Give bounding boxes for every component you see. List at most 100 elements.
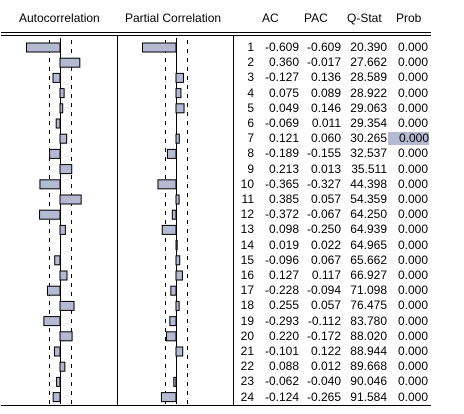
pac-cell[interactable]: -0.609 [306,40,341,54]
lag-cell[interactable]: 4 [247,85,254,100]
prob-cell[interactable]: 0.000 [397,389,428,404]
qstat-cell[interactable]: 66.927 [350,268,387,282]
prob-cell[interactable]: 0.000 [397,207,428,222]
qstat-cell[interactable]: 64.939 [350,222,387,237]
ac-cell[interactable]: 0.213 [268,161,299,176]
prob-cell[interactable]: 0.000 [397,176,428,191]
ac-cell[interactable]: 0.088 [268,359,299,374]
qstat-cell[interactable]: 35.511 [351,161,387,176]
lag-cell[interactable]: 11 [241,192,254,206]
lag-cell[interactable]: 24 [240,389,254,404]
ac-cell[interactable]: -0.189 [264,146,299,161]
ac-cell[interactable]: 0.360 [268,55,299,70]
lag-cell[interactable]: 20 [240,328,254,343]
ac-cell[interactable]: 0.049 [268,100,299,115]
pac-cell[interactable]: 0.089 [310,85,341,100]
lag-cell[interactable]: 9 [247,161,254,176]
ac-cell[interactable]: -0.096 [264,252,299,267]
ac-cell[interactable]: -0.372 [264,207,299,222]
prob-cell[interactable]: 0.000 [397,55,428,70]
prob-cell[interactable]: 0.000 [397,252,428,267]
ac-cell[interactable]: -0.609 [264,40,299,54]
lag-cell[interactable]: 6 [247,116,254,130]
pac-cell[interactable]: -0.250 [306,222,341,237]
pac-cell[interactable]: 0.122 [310,344,341,358]
lag-cell[interactable]: 5 [247,100,254,115]
prob-cell[interactable]: 0.000 [397,237,428,252]
pac-cell[interactable]: 0.011 [311,116,341,130]
lag-cell[interactable]: 1 [247,40,254,54]
ac-cell[interactable]: -0.127 [264,70,299,85]
qstat-cell[interactable]: 91.584 [350,389,387,404]
prob-cell[interactable]: 0.000 [397,146,428,161]
prob-cell[interactable]: 0.000 [397,222,428,237]
prob-cell[interactable]: 0.000 [397,359,428,374]
ac-cell[interactable]: -0.365 [264,176,299,191]
ac-cell[interactable]: -0.293 [264,313,299,328]
qstat-cell[interactable]: 27.662 [350,55,387,70]
lag-cell[interactable]: 16 [240,268,254,282]
pac-cell[interactable]: 0.060 [310,131,341,146]
lag-cell[interactable]: 13 [240,222,254,237]
pac-cell[interactable]: 0.022 [310,237,341,252]
qstat-cell[interactable]: 88.020 [350,328,387,343]
pac-cell[interactable]: 0.012 [310,359,341,374]
ac-cell[interactable]: 0.385 [268,192,299,206]
prob-cell[interactable]: 0.000 [397,161,428,176]
pac-cell[interactable]: 0.117 [311,268,341,282]
lag-cell[interactable]: 19 [240,313,254,328]
pac-cell[interactable]: 0.057 [310,192,341,206]
lag-cell[interactable]: 10 [240,176,254,191]
qstat-cell[interactable]: 28.922 [350,85,387,100]
qstat-cell[interactable]: 65.662 [350,252,387,267]
lag-cell[interactable]: 18 [240,298,254,313]
ac-cell[interactable]: 0.098 [268,222,299,237]
qstat-cell[interactable]: 90.046 [350,374,387,389]
ac-cell[interactable]: -0.069 [264,116,299,130]
qstat-cell[interactable]: 64.250 [350,207,387,222]
lag-cell[interactable]: 21 [240,344,254,358]
prob-cell[interactable]: 0.000 [397,268,428,282]
prob-cell[interactable]: 0.000 [397,116,428,130]
pac-cell[interactable]: -0.172 [306,328,341,343]
ac-cell[interactable]: -0.228 [264,283,299,298]
lag-cell[interactable]: 23 [240,374,254,389]
pac-cell[interactable]: 0.067 [310,252,341,267]
ac-cell[interactable]: 0.019 [268,237,299,252]
pac-cell[interactable]: -0.017 [306,55,341,70]
prob-cell[interactable]: 0.000 [397,344,428,358]
prob-cell[interactable]: 0.000 [397,70,428,85]
prob-cell[interactable]: 0.000 [397,100,428,115]
pac-cell[interactable]: -0.265 [306,389,341,404]
qstat-cell[interactable]: 29.354 [350,116,387,130]
pac-cell[interactable]: 0.146 [310,100,341,115]
qstat-cell[interactable]: 89.668 [350,359,387,374]
lag-cell[interactable]: 15 [240,252,254,267]
qstat-cell[interactable]: 32.537 [350,146,387,161]
pac-cell[interactable]: -0.327 [306,176,341,191]
pac-cell[interactable]: -0.155 [306,146,341,161]
qstat-cell[interactable]: 88.944 [350,344,387,358]
lag-cell[interactable]: 22 [240,359,254,374]
pac-cell[interactable]: 0.057 [310,298,341,313]
prob-cell[interactable]: 0.000 [397,40,428,54]
qstat-cell[interactable]: 29.063 [350,100,387,115]
ac-cell[interactable]: 0.121 [268,131,299,146]
ac-cell[interactable]: 0.127 [268,268,299,282]
ac-cell[interactable]: -0.101 [264,344,299,358]
lag-cell[interactable]: 17 [240,283,254,298]
prob-cell[interactable]: 0.000 [397,192,428,206]
pac-cell[interactable]: 0.013 [310,161,341,176]
qstat-cell[interactable]: 64.965 [350,237,387,252]
prob-cell[interactable]: 0.000 [397,328,428,343]
qstat-cell[interactable]: 28.589 [350,70,387,85]
pac-cell[interactable]: -0.067 [306,207,341,222]
qstat-cell[interactable]: 83.780 [350,313,387,328]
prob-cell[interactable]: 0.000 [397,313,428,328]
ac-cell[interactable]: 0.075 [268,85,299,100]
lag-cell[interactable]: 3 [247,70,254,85]
pac-cell[interactable]: -0.040 [306,374,341,389]
pac-cell[interactable]: -0.094 [306,283,341,298]
qstat-cell[interactable]: 20.390 [350,40,387,54]
ac-cell[interactable]: -0.062 [264,374,299,389]
